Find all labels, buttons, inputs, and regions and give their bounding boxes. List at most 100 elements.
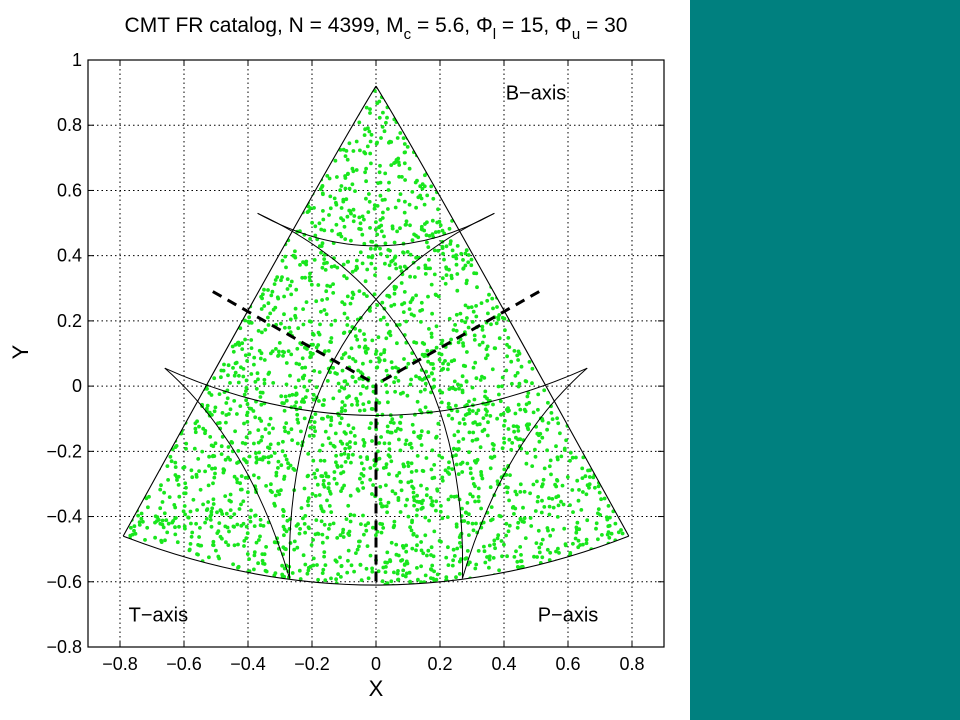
data-point: [434, 508, 438, 513]
data-point: [464, 281, 469, 286]
data-point: [281, 509, 286, 514]
data-point: [362, 408, 367, 413]
data-point: [339, 452, 344, 457]
data-point: [460, 470, 465, 474]
data-point: [362, 292, 366, 296]
data-point: [385, 115, 389, 120]
data-point: [222, 362, 226, 367]
data-point: [545, 547, 550, 552]
data-point: [433, 292, 438, 297]
data-point: [266, 301, 271, 306]
data-point: [225, 525, 230, 530]
data-point: [596, 511, 600, 516]
data-point: [460, 374, 465, 379]
data-point: [299, 506, 304, 510]
data-point: [463, 320, 468, 325]
data-point: [239, 523, 244, 528]
data-point: [364, 528, 369, 533]
data-point: [514, 424, 519, 429]
data-point: [425, 240, 429, 245]
data-point: [290, 571, 295, 575]
data-point: [460, 460, 465, 465]
data-point: [312, 258, 317, 262]
data-point: [351, 357, 355, 361]
data-point: [350, 374, 355, 379]
data-point: [285, 287, 290, 291]
data-point: [461, 363, 466, 368]
data-point: [339, 206, 344, 210]
data-point: [266, 323, 271, 327]
data-point: [328, 441, 333, 446]
data-point: [233, 370, 238, 375]
data-point: [565, 475, 570, 479]
data-point: [495, 479, 500, 484]
data-point: [500, 554, 504, 559]
data-point: [454, 462, 459, 467]
data-point: [423, 533, 428, 538]
data-point: [568, 503, 572, 507]
y-tick-label: −0.2: [46, 441, 82, 461]
data-point: [382, 441, 387, 446]
data-point: [238, 487, 243, 492]
data-point: [429, 390, 433, 395]
data-point: [200, 449, 205, 454]
data-point: [309, 282, 314, 287]
data-point: [164, 518, 169, 523]
data-point: [327, 504, 332, 508]
data-point: [505, 342, 509, 347]
data-point: [421, 551, 426, 556]
data-point: [378, 163, 382, 168]
data-point: [220, 434, 225, 439]
data-point: [484, 413, 489, 417]
data-point: [438, 509, 443, 514]
data-point: [512, 349, 517, 353]
y-tick-label: 0.8: [57, 115, 82, 135]
x-tick-label: −0.6: [166, 654, 202, 674]
data-point: [401, 136, 406, 141]
data-point: [244, 524, 249, 529]
data-point: [474, 304, 478, 308]
data-point: [349, 563, 354, 568]
data-point: [454, 575, 458, 580]
data-point: [364, 196, 368, 201]
data-point: [390, 366, 395, 370]
data-point: [368, 226, 372, 230]
data-point: [348, 512, 353, 517]
data-point: [344, 517, 349, 521]
data-point: [365, 544, 370, 548]
data-point: [175, 540, 180, 545]
data-point: [540, 417, 545, 421]
data-point: [516, 520, 521, 525]
data-point: [533, 509, 538, 513]
data-point: [457, 386, 461, 391]
data-point: [241, 367, 246, 371]
data-point: [339, 184, 344, 188]
data-point: [542, 388, 547, 393]
data-point: [535, 499, 540, 504]
data-point: [411, 495, 416, 500]
x-tick-label: −0.4: [230, 654, 266, 674]
data-point: [568, 458, 572, 463]
data-point: [465, 461, 470, 466]
data-point: [263, 455, 267, 460]
data-point: [284, 529, 289, 534]
data-point: [537, 550, 542, 555]
data-point: [335, 536, 340, 540]
data-point: [364, 105, 369, 110]
data-point: [515, 353, 520, 358]
data-point: [146, 505, 150, 510]
data-point: [197, 469, 202, 473]
data-point: [379, 530, 384, 535]
data-point: [367, 199, 372, 204]
dashed-line: [375, 290, 540, 386]
data-point: [536, 495, 540, 499]
data-point: [384, 504, 389, 509]
data-point: [359, 472, 364, 476]
data-point: [574, 525, 579, 530]
data-point: [480, 476, 485, 481]
data-point: [504, 473, 509, 477]
data-point: [311, 351, 315, 356]
data-point: [209, 512, 214, 517]
dashed-line: [212, 290, 377, 386]
data-point: [413, 275, 417, 279]
